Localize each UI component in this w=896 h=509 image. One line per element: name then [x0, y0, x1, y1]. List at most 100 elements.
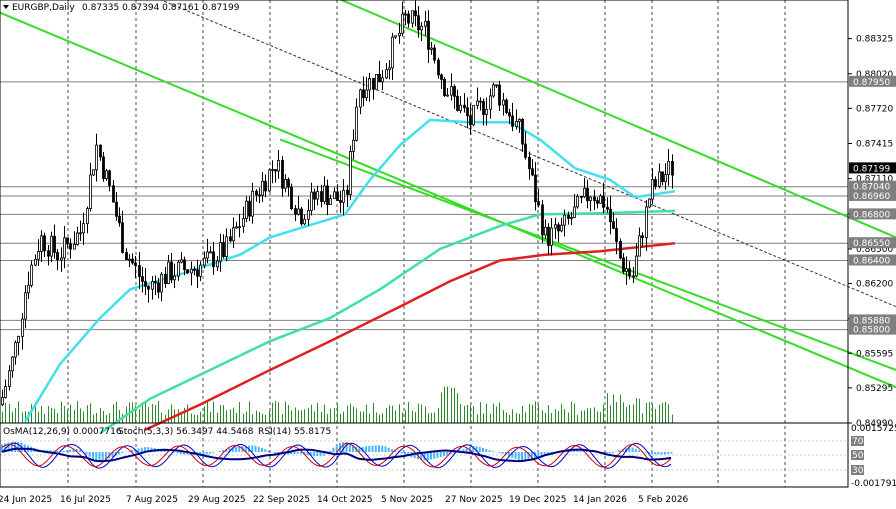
osma-label: OsMA(12,26,9) 0.0007716 — [3, 427, 122, 437]
candle-body — [427, 20, 430, 50]
candle-body — [625, 268, 628, 272]
candle-body — [138, 265, 141, 278]
candle-body — [560, 224, 563, 232]
level-tag — [849, 189, 896, 201]
candle-body — [157, 282, 160, 293]
candle-body — [472, 105, 475, 126]
candle-body — [316, 191, 319, 200]
candle-body — [86, 208, 89, 225]
candle-body — [53, 235, 56, 253]
candle-body — [261, 180, 264, 196]
osma-axis-bottom: -0.0017912 — [851, 479, 896, 489]
rsi-line — [1, 447, 672, 463]
candle-body — [658, 171, 661, 187]
candle-body — [554, 224, 557, 229]
candle-body — [346, 189, 349, 195]
channel-line — [279, 138, 896, 371]
x-tick-label: 29 Aug 2025 — [188, 495, 246, 505]
y-tick-label: 0.86500 — [856, 245, 893, 255]
candle-body — [115, 201, 118, 217]
candle-body — [245, 200, 248, 219]
candle-body — [294, 208, 297, 215]
candle-body — [615, 227, 618, 242]
candle-body — [606, 206, 609, 210]
x-tick-label: 14 Jan 2026 — [573, 495, 627, 505]
candle-body — [476, 100, 479, 106]
candle-body — [463, 104, 466, 109]
dropdown-arrow-icon[interactable] — [3, 5, 9, 9]
x-tick-label: 19 Dec 2025 — [509, 495, 567, 505]
candle-body — [619, 241, 622, 259]
candle-body — [492, 84, 495, 97]
candle-body — [17, 336, 20, 343]
level-tag — [849, 314, 896, 326]
candle-body — [385, 69, 388, 79]
candle-body — [580, 196, 583, 198]
current-price-tag — [849, 162, 896, 174]
candle-body — [151, 281, 154, 290]
candle-body — [271, 169, 274, 171]
candle-body — [489, 95, 492, 110]
candle-body — [534, 174, 537, 203]
moving-averages — [23, 118, 676, 435]
candle-body — [141, 276, 144, 282]
rsi-label: RSI(14) 55.8175 — [258, 427, 331, 437]
candle-body — [528, 156, 531, 170]
candle-body — [547, 226, 550, 246]
y-tick-label: 0.88325 — [856, 35, 893, 45]
candle-body — [524, 143, 527, 158]
candle-body — [378, 73, 381, 83]
candle-body — [264, 180, 267, 192]
candle-body — [417, 15, 420, 31]
candle-body — [339, 200, 342, 203]
level-tag-label: 0.86550 — [853, 239, 890, 249]
candle-body — [589, 196, 592, 202]
candle-body — [430, 47, 433, 50]
stoch-label: Stoch(5,3,3) 56.3497 44.5468 — [118, 427, 254, 437]
candle-body — [609, 208, 612, 223]
level-tag — [849, 75, 896, 87]
candle-body — [160, 273, 163, 293]
candle-body — [628, 268, 631, 277]
channel-line — [0, 11, 896, 389]
candle-body — [414, 10, 417, 17]
candle-body — [147, 285, 150, 290]
candle-body — [251, 190, 254, 217]
rsi-level-tag — [851, 465, 864, 475]
rsi-level-tag — [851, 450, 864, 460]
candle-body — [69, 243, 72, 250]
candle-body — [297, 208, 300, 215]
y-tick-label: 0.87415 — [856, 139, 893, 149]
osma-axis-top: 0.0015725 — [851, 424, 896, 434]
candle-body — [632, 275, 635, 278]
candle-body — [336, 191, 339, 201]
candle-body — [381, 77, 384, 83]
candle-body — [667, 161, 670, 176]
candle-body — [268, 169, 271, 192]
candle-body — [329, 198, 332, 206]
candle-body — [362, 89, 365, 99]
stochastic-main-line — [1, 442, 672, 469]
rsi-level-label: 30 — [852, 466, 864, 476]
candle-body — [424, 20, 427, 27]
candle-body — [128, 258, 131, 261]
candle-body — [79, 232, 82, 235]
y-tick-label: 0.87110 — [856, 175, 893, 185]
candle-body — [563, 214, 566, 226]
level-tag-label: 0.86800 — [853, 210, 890, 220]
stochastic-signal-line — [1, 442, 672, 468]
rsi-level-label: 70 — [852, 437, 864, 447]
candle-body — [27, 284, 30, 294]
candle-body — [216, 260, 219, 268]
candle-body — [586, 187, 589, 202]
x-tick-label: 5 Feb 2026 — [638, 495, 689, 505]
candle-body — [125, 252, 128, 261]
candle-body — [599, 195, 602, 204]
rsi-level-tag — [851, 436, 864, 446]
candle-body — [313, 191, 316, 200]
candle-body — [209, 251, 212, 254]
candle-body — [242, 218, 245, 228]
candle-body — [495, 84, 498, 87]
candle-body — [60, 257, 63, 261]
